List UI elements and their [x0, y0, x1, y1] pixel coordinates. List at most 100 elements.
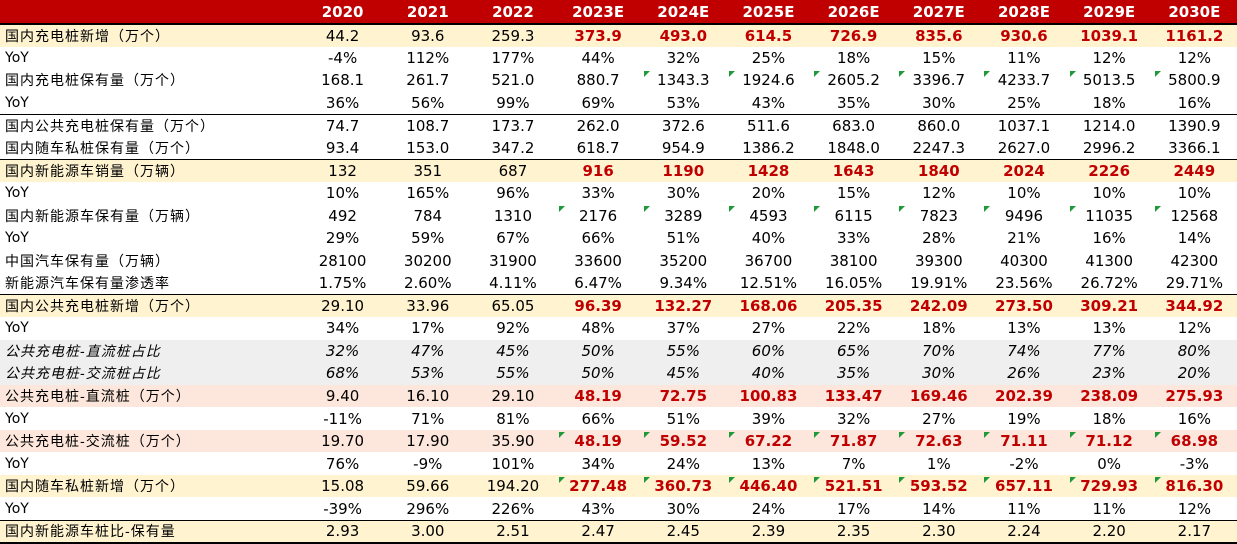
table-cell: 309.21 — [1066, 294, 1152, 318]
table-cell: 1840 — [896, 158, 982, 182]
table-row: 国内随车私桩新增（万个） 15.08 59.66 194.20 277.48 360.73… — [0, 474, 1237, 498]
table-cell: 7% — [841, 454, 866, 473]
row-label: YoY — [5, 94, 29, 111]
table-cell: 816.30 — [1151, 474, 1237, 498]
table-row: 国内公共充电桩新增（万个） 29.10 33.96 65.05 96.39 132.27 1… — [0, 294, 1237, 318]
table-cell: 614.5 — [725, 24, 812, 47]
table-cell: 99% — [496, 93, 530, 112]
table-cell: 39300 — [914, 251, 963, 270]
table-cell: 2449 — [1151, 158, 1237, 182]
table-cell: 242.09 — [896, 294, 982, 318]
table-cell: 165% — [406, 184, 450, 203]
table-cell: 835.6 — [896, 24, 982, 47]
table-cell: 168.1 — [321, 71, 365, 90]
table-cell: 71.12 — [1066, 429, 1152, 453]
header-cell-year: 2026E — [811, 0, 897, 25]
table-cell: 5800.9 — [1152, 69, 1237, 92]
table-cell: 53% — [385, 362, 471, 385]
row-label: YoY — [5, 320, 29, 337]
row-label: YoY — [5, 185, 29, 202]
table-cell: 71% — [411, 409, 445, 428]
table-cell: -39% — [323, 499, 362, 518]
table-cell: 26% — [981, 362, 1067, 385]
table-cell: 42300 — [1170, 251, 1219, 270]
table-header-row: 2020 2021 2022 2023E 2024E 2025E 2026E 2027E 202… — [0, 0, 1237, 25]
table-cell: 92% — [496, 319, 530, 338]
table-cell: 1428 — [725, 158, 812, 182]
table-cell: 173.7 — [470, 113, 556, 137]
table-cell: 96% — [496, 184, 530, 203]
table-cell: 16% — [1092, 229, 1126, 248]
table-cell: 23% — [1066, 362, 1152, 385]
table-cell: 3396.7 — [896, 69, 981, 92]
table-cell: 2.24 — [981, 519, 1067, 544]
table-cell: 17.90 — [385, 429, 471, 453]
table-cell: 372.6 — [640, 113, 726, 137]
table-row: YoY -11% 71% 81% 66% 51% 39% 32% 27% 19% 18% 16% — [0, 407, 1237, 430]
table-cell: 3289 — [641, 204, 726, 227]
table-row: 国内公共充电桩保有量（万个） 74.7 108.7 173.7 262.0 372.6 51… — [0, 113, 1237, 137]
table-row: 国内新能源车桩比-保有量 2.93 3.00 2.51 2.47 2.45 2.39 2.35… — [0, 519, 1237, 544]
table-cell: 33% — [581, 184, 615, 203]
row-label: 公共充电桩-交流桩占比 — [0, 362, 301, 385]
table-cell: 74.7 — [300, 113, 386, 137]
table-cell: 13% — [751, 454, 786, 473]
table-cell: 16% — [1177, 93, 1212, 112]
table-row: YoY 34% 17% 92% 48% 37% 27% 22% 18% 13% 13% 12% — [0, 317, 1237, 340]
table-cell: 11% — [1092, 499, 1126, 518]
table-cell: 68.98 — [1151, 429, 1237, 453]
table-cell: 2.30 — [896, 519, 982, 544]
header-cell-year: 2029E — [1066, 0, 1152, 25]
table-cell: 16.05% — [825, 274, 883, 293]
table-cell: 262.0 — [555, 113, 641, 137]
table-cell: 13% — [1007, 319, 1041, 338]
table-cell: 19.91% — [910, 274, 968, 293]
table-cell: 657.11 — [981, 474, 1067, 498]
row-label: 国内新能源车桩比-保有量 — [0, 519, 301, 544]
table-body: 国内充电桩新增（万个） 44.2 93.6 259.3 373.9 493.0 614.5 7… — [0, 24, 1237, 544]
table-cell: 169.46 — [896, 384, 982, 408]
table-cell: -11% — [323, 409, 362, 428]
table-row: YoY 36% 56% 99% 69% 53% 43% 35% 30% 25% 18% 16% — [0, 92, 1237, 115]
table-cell: 11% — [1007, 499, 1041, 518]
row-label: YoY — [5, 455, 29, 472]
table-cell: 50% — [555, 339, 641, 363]
table-cell: 2.93 — [300, 519, 386, 544]
table-cell: 273.50 — [981, 294, 1067, 318]
table-cell: 17% — [836, 499, 871, 518]
table-cell: 47% — [385, 339, 471, 363]
table-cell: 360.73 — [640, 474, 726, 498]
table-cell: 2627.0 — [997, 138, 1051, 157]
table-cell: 446.40 — [725, 474, 812, 498]
table-cell: -3% — [1179, 454, 1209, 473]
table-cell: 10% — [1092, 184, 1126, 203]
table-row: 国内充电桩新增（万个） 44.2 93.6 259.3 373.9 493.0 614.5 7… — [0, 24, 1237, 47]
table-cell: 687 — [470, 158, 556, 182]
table-cell: 22% — [836, 319, 871, 338]
table-cell: 153.0 — [406, 138, 450, 157]
table-cell: 4.11% — [489, 274, 537, 293]
table-cell: 51% — [666, 229, 700, 248]
table-cell: 44.2 — [300, 24, 386, 47]
table-cell: 81% — [496, 409, 530, 428]
row-label: YoY — [5, 410, 29, 427]
table-cell: 32% — [666, 48, 700, 67]
row-label: 公共充电桩-直流桩占比 — [0, 339, 301, 363]
table-cell: 19.70 — [300, 429, 386, 453]
table-cell: 11035 — [1067, 204, 1152, 227]
table-cell: 2.20 — [1066, 519, 1152, 544]
table-cell: 59.66 — [385, 474, 471, 498]
table-cell: -4% — [327, 48, 358, 67]
table-cell: 15% — [922, 48, 956, 67]
table-row: 国内充电桩保有量（万个） 168.1 261.7 521.0 880.7 1343.3 19… — [0, 69, 1237, 92]
table-row: 公共充电桩-直流桩（万个） 9.40 16.10 29.10 48.19 72.75 100… — [0, 384, 1237, 408]
table-cell: 784 — [413, 206, 443, 225]
table-cell: 80% — [1151, 339, 1237, 363]
table-cell: 2.47 — [555, 519, 641, 544]
table-cell: 43% — [751, 93, 786, 112]
table-cell: 930.6 — [981, 24, 1067, 47]
table-cell: 373.9 — [555, 24, 641, 47]
table-cell: 40% — [751, 229, 786, 248]
header-cell-year: 2030E — [1151, 0, 1237, 25]
row-label: YoY — [5, 230, 29, 247]
